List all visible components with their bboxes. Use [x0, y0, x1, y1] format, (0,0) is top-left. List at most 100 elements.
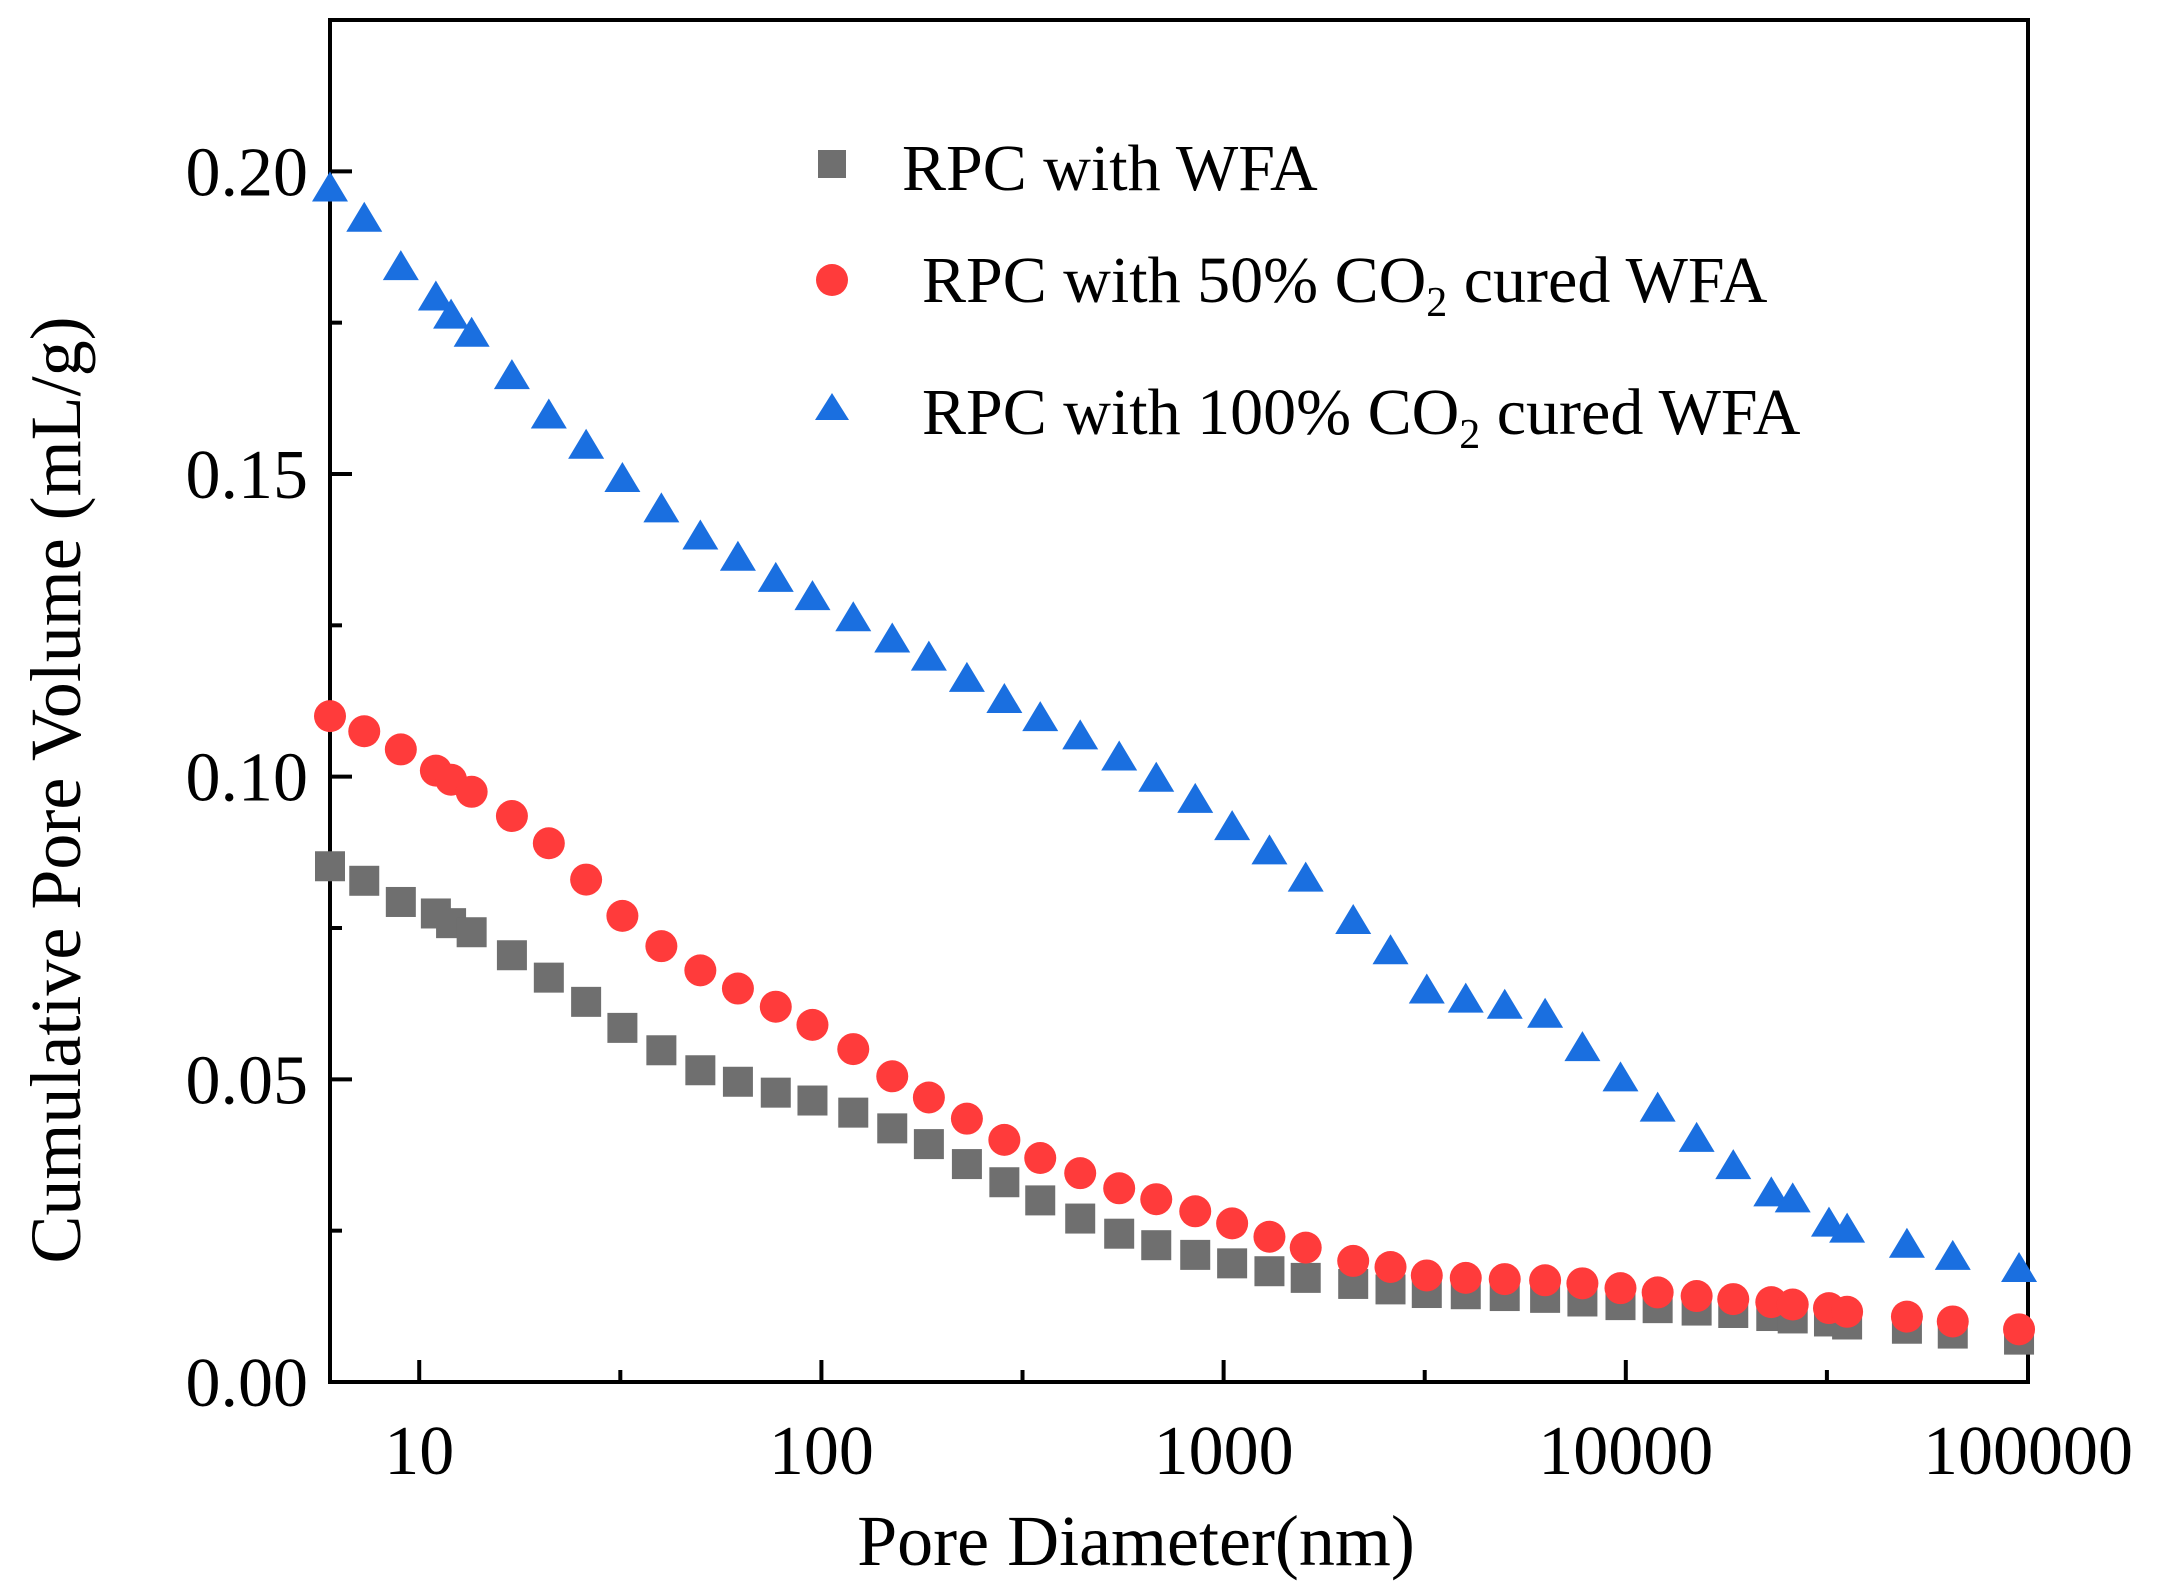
marker-circle-rpc-50pct	[1253, 1220, 1286, 1253]
marker-circle-rpc-50pct	[988, 1123, 1021, 1156]
x-axis-label: Pore Diameter(nm)	[857, 1501, 1415, 1581]
marker-circle-rpc-50pct	[1936, 1305, 1969, 1338]
marker-circle-rpc-50pct	[314, 700, 346, 733]
marker-triangle-rpc-100pct	[794, 580, 831, 611]
marker-circle-rpc-50pct	[606, 899, 639, 932]
marker-triangle-rpc-100pct	[530, 398, 567, 429]
marker-square-rpc-wfa	[951, 1149, 982, 1180]
marker-square-rpc-wfa	[533, 962, 564, 993]
x-tick-label: 10000	[1538, 1413, 1713, 1490]
marker-circle-rpc-50pct	[1140, 1183, 1173, 1216]
legend-label-100pct-sub: 2	[1459, 412, 1480, 458]
marker-circle-rpc-50pct	[1529, 1264, 1562, 1297]
marker-triangle-rpc-100pct	[1447, 982, 1484, 1013]
marker-square-rpc-wfa	[989, 1167, 1020, 1198]
marker-circle-rpc-50pct	[837, 1033, 870, 1066]
y-tick-label: 0.10	[186, 740, 309, 817]
marker-circle-rpc-50pct	[1103, 1172, 1136, 1205]
marker-triangle-rpc-100pct	[1639, 1091, 1676, 1122]
marker-circle-rpc-50pct	[455, 775, 488, 808]
x-tick-label: 10	[384, 1413, 454, 1490]
marker-triangle-rpc-100pct	[835, 601, 872, 632]
marker-square-rpc-wfa	[1290, 1262, 1321, 1293]
marker-circle-rpc-50pct	[876, 1060, 909, 1093]
marker-circle-rpc-50pct	[1680, 1280, 1713, 1313]
marker-circle-rpc-50pct	[1831, 1295, 1864, 1328]
marker-square-rpc-wfa	[496, 940, 527, 971]
marker-circle-rpc-50pct	[1179, 1195, 1212, 1228]
marker-square-rpc-wfa	[1025, 1185, 1056, 1216]
marker-square-rpc-wfa	[722, 1066, 753, 1097]
marker-circle-rpc-50pct	[1337, 1244, 1370, 1277]
marker-circle-rpc-50pct	[1024, 1142, 1057, 1175]
marker-square-rpc-wfa	[1065, 1203, 1096, 1234]
marker-circle-rpc-50pct	[1890, 1300, 1923, 1333]
marker-circle-rpc-50pct	[950, 1102, 983, 1135]
marker-triangle-rpc-100pct	[346, 201, 383, 232]
marker-circle-rpc-50pct	[1374, 1250, 1407, 1283]
axis-tick-labels: 0.00 0.05 0.10 0.15 0.20 10 100 1000 10000 100000	[186, 134, 2134, 1490]
marker-circle-rpc-50pct	[1449, 1261, 1482, 1294]
y-tick-label: 0.00	[186, 1345, 309, 1422]
legend-label-50pct-sub: 2	[1426, 280, 1447, 326]
marker-triangle-rpc-100pct	[1251, 834, 1288, 865]
marker-triangle-rpc-100pct	[1527, 997, 1564, 1028]
marker-triangle-rpc-100pct	[1287, 861, 1324, 892]
y-tick-label: 0.20	[186, 134, 309, 211]
marker-triangle-rpc-100pct	[874, 622, 911, 653]
legend-label-100pct-suffix: cured WFA	[1480, 376, 1800, 449]
marker-circle-rpc-50pct	[684, 954, 717, 987]
marker-circle-rpc-50pct	[532, 827, 565, 860]
marker-square-rpc-wfa	[913, 1129, 944, 1160]
marker-circle-rpc-50pct	[1289, 1231, 1322, 1264]
marker-triangle-rpc-100pct	[1335, 903, 1372, 934]
marker-circle-rpc-50pct	[1410, 1259, 1443, 1292]
marker-circle-rpc-50pct	[912, 1081, 945, 1114]
marker-triangle-rpc-100pct	[757, 561, 794, 592]
marker-triangle-rpc-100pct	[1715, 1149, 1752, 1180]
marker-triangle-rpc-100pct	[1062, 719, 1099, 750]
marker-circle-rpc-50pct	[1604, 1272, 1637, 1305]
marker-triangle-rpc-100pct	[948, 661, 985, 692]
axis-ticks	[330, 18, 2030, 1384]
marker-circle-rpc-50pct	[1776, 1288, 1809, 1321]
marker-triangle-rpc-100pct	[1372, 934, 1409, 965]
marker-circle-rpc-50pct	[645, 930, 678, 963]
marker-circle-rpc-50pct	[570, 863, 603, 896]
marker-triangle-rpc-100pct	[417, 280, 454, 311]
marker-circle-rpc-50pct	[796, 1008, 829, 1041]
marker-square-rpc-wfa	[349, 865, 380, 896]
legend-label-50pct: RPC with 50% CO2 cured WFA	[922, 244, 1768, 326]
marker-square-rpc-wfa	[385, 886, 416, 917]
marker-circle-rpc-50pct	[1216, 1207, 1249, 1240]
marker-circle-rpc-50pct	[1641, 1276, 1674, 1309]
marker-triangle-rpc-100pct	[1101, 740, 1138, 771]
marker-square-rpc-wfa	[685, 1055, 716, 1086]
marker-triangle-rpc-100pct	[719, 540, 756, 571]
marker-triangle-rpc-100pct	[1753, 1176, 1790, 1207]
marker-circle-rpc-50pct	[1566, 1267, 1599, 1300]
legend-label-50pct-suffix: cured WFA	[1447, 244, 1767, 317]
marker-triangle-rpc-100pct	[433, 298, 470, 329]
marker-triangle-rpc-100pct	[382, 250, 419, 281]
y-tick-label: 0.15	[186, 437, 309, 514]
marker-triangle-rpc-100pct	[1138, 761, 1175, 792]
marker-circle-rpc-50pct	[1488, 1263, 1521, 1296]
legend-marker-circle	[816, 264, 848, 296]
x-tick-label: 1000	[1154, 1413, 1294, 1490]
marker-triangle-rpc-100pct	[1774, 1182, 1811, 1213]
marker-square-rpc-wfa	[1104, 1218, 1135, 1249]
marker-square-rpc-wfa	[838, 1097, 869, 1128]
marker-triangle-rpc-100pct	[1486, 988, 1523, 1019]
marker-triangle-rpc-100pct	[568, 428, 605, 459]
marker-triangle-rpc-100pct	[493, 359, 530, 390]
marker-square-rpc-wfa	[571, 986, 602, 1017]
legend-label-100pct: RPC with 100% CO2 cured WFA	[922, 376, 1801, 458]
marker-triangle-rpc-100pct	[1022, 701, 1059, 732]
legend-marker-square	[818, 150, 846, 178]
marker-square-rpc-wfa	[315, 851, 345, 882]
data-markers	[312, 171, 2038, 1355]
marker-triangle-rpc-100pct	[1564, 1031, 1601, 1062]
y-tick-label: 0.05	[186, 1042, 309, 1119]
